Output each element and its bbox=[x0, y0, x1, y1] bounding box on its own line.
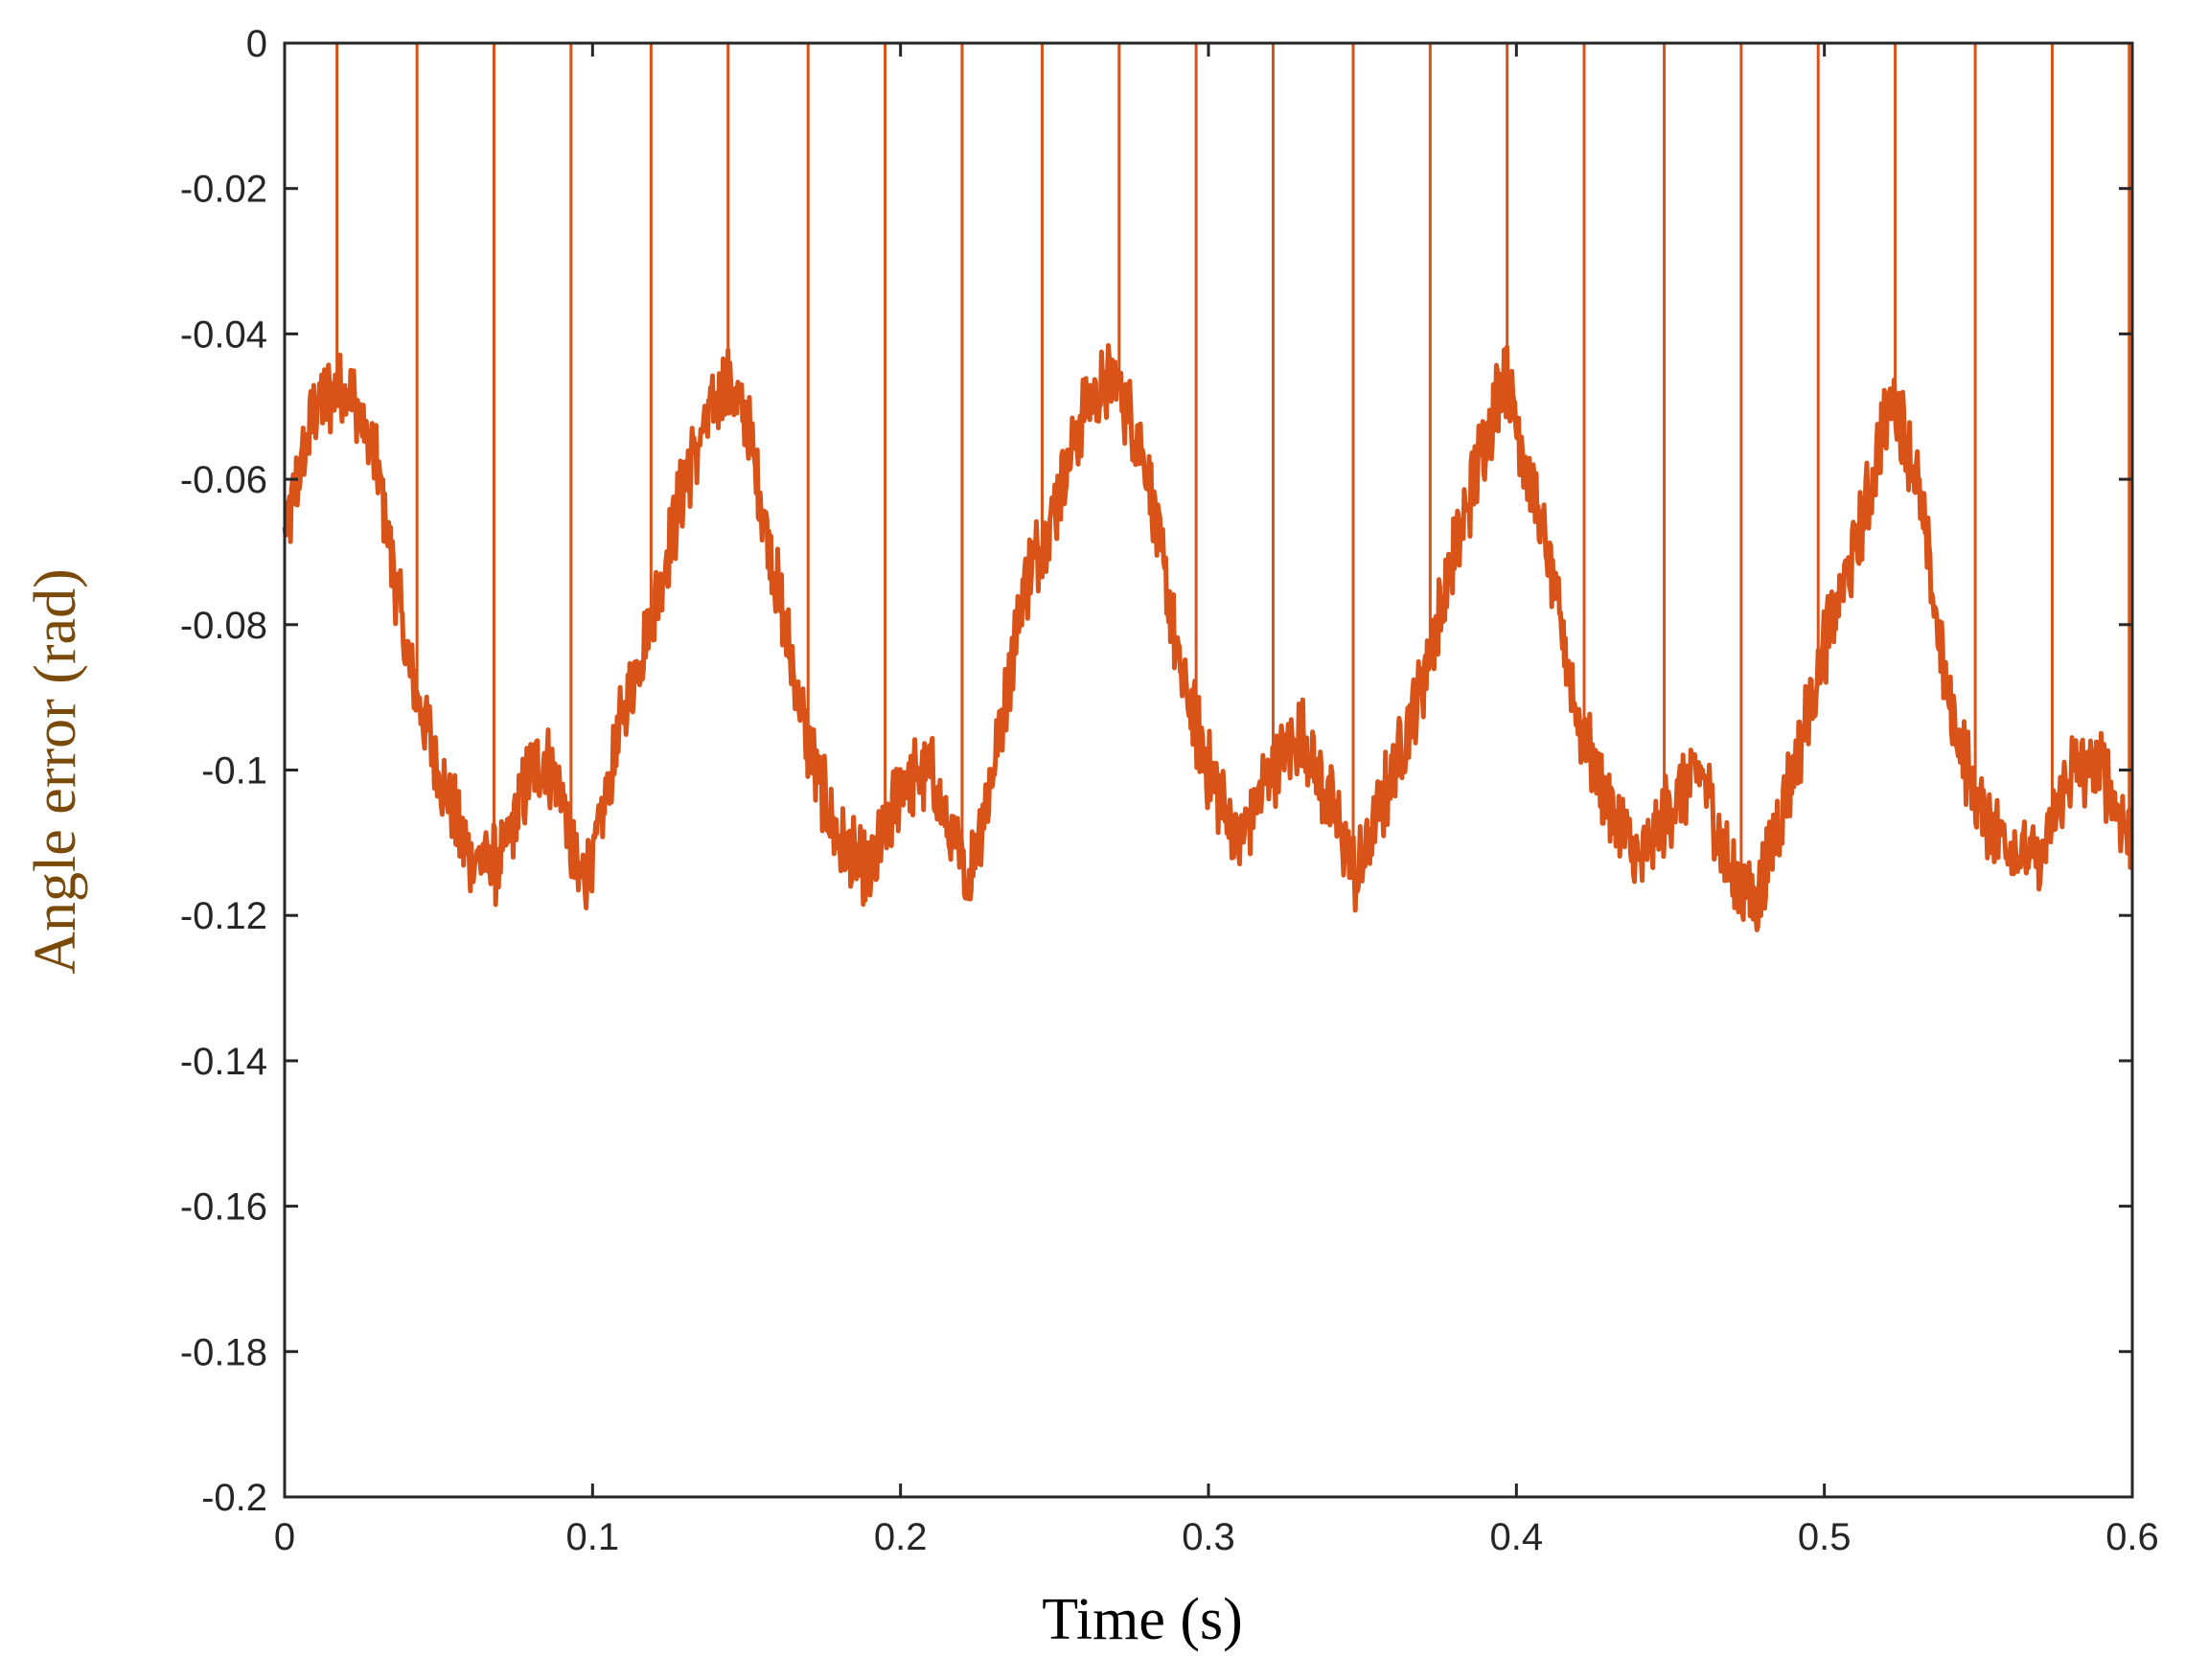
y-ticks: 0 -0.02 -0.04 -0.06 -0.08 -0.1 -0.12 -0.14 -0.16… bbox=[180, 23, 2132, 1519]
series-line-angle-error bbox=[282, 343, 2134, 932]
y-tick-label: -0.06 bbox=[180, 459, 267, 501]
y-tick-label: -0.14 bbox=[180, 1041, 267, 1083]
y-tick-label: -0.08 bbox=[180, 605, 267, 647]
y-axis-label: Angle error (rad) bbox=[23, 568, 88, 974]
y-tick-label: -0.02 bbox=[180, 169, 267, 211]
spike-lines bbox=[335, 43, 2131, 887]
series-group bbox=[282, 343, 2134, 932]
y-tick-label: -0.04 bbox=[180, 313, 267, 356]
x-tick-label: 0.6 bbox=[2105, 1516, 2159, 1558]
y-tick-label: -0.18 bbox=[180, 1331, 267, 1373]
y-tick-label: -0.2 bbox=[201, 1477, 267, 1519]
y-tick-label: -0.12 bbox=[180, 895, 267, 937]
y-tick-label: 0 bbox=[246, 23, 267, 65]
y-tick-label: -0.16 bbox=[180, 1186, 267, 1229]
x-tick-label: 0.2 bbox=[874, 1516, 928, 1558]
x-ticks: 0 0.1 0.2 0.3 0.4 0.5 0.6 bbox=[274, 43, 2159, 1558]
x-tick-label: 0.4 bbox=[1490, 1516, 1544, 1558]
x-tick-label: 0.3 bbox=[1182, 1516, 1235, 1558]
x-tick-label: 0.5 bbox=[1798, 1516, 1852, 1558]
x-tick-label: 0.1 bbox=[566, 1516, 620, 1558]
x-tick-label: 0 bbox=[274, 1516, 295, 1558]
y-tick-label: -0.1 bbox=[201, 750, 267, 793]
x-axis-label: Time (s) bbox=[1042, 1587, 1243, 1652]
